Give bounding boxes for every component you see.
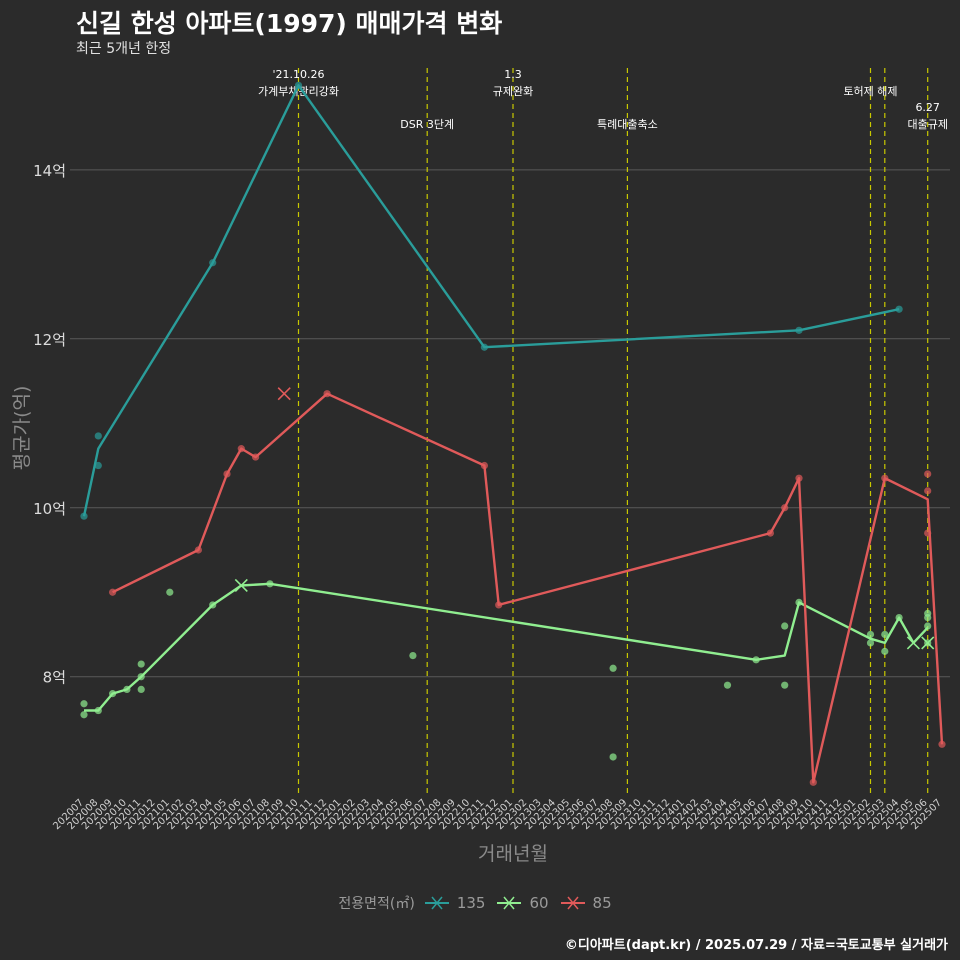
legend-swatch-60 bbox=[497, 896, 522, 910]
series-60-point bbox=[609, 753, 617, 761]
event-annotation: 토허제 해제 bbox=[843, 84, 897, 98]
series-60-point bbox=[723, 681, 732, 689]
series-60-point bbox=[866, 630, 875, 639]
series-60-point bbox=[137, 660, 145, 668]
legend-label-135: 135 bbox=[456, 894, 486, 912]
x-axis-title: 거래년월 bbox=[478, 843, 548, 865]
legend-item-135[interactable]: 135 bbox=[423, 894, 486, 912]
series-60-cross-marker bbox=[234, 578, 248, 593]
event-annotation: DSR 3단계 bbox=[400, 118, 454, 131]
series-85-point bbox=[924, 470, 932, 478]
legend-label-60: 60 bbox=[529, 894, 549, 912]
series-60-point bbox=[881, 647, 889, 655]
series-85-line bbox=[112, 392, 944, 784]
y-tick-label: 12억 bbox=[33, 331, 66, 349]
series-135-point bbox=[80, 512, 88, 520]
y-tick-label: 8억 bbox=[43, 669, 66, 687]
series-85-point bbox=[924, 487, 932, 495]
event-annotation: 6.27 대출규제 bbox=[907, 101, 947, 131]
series-60-point bbox=[781, 622, 789, 630]
event-annotation: 1.3 규제완화 bbox=[493, 68, 533, 98]
y-axis-title: 평균가(억) bbox=[11, 386, 33, 471]
legend-item-85[interactable]: 85 bbox=[559, 894, 612, 912]
legend: 전용면적(㎡) 135 60 85 bbox=[0, 893, 960, 913]
legend-swatch-135 bbox=[424, 896, 449, 910]
y-tick-label: 10억 bbox=[33, 500, 66, 518]
series-60-point bbox=[866, 639, 875, 647]
legend-title: 전용면적(㎡) bbox=[338, 896, 415, 912]
series-60-line bbox=[84, 582, 929, 712]
series-60-point bbox=[609, 664, 617, 672]
legend-item-60[interactable]: 60 bbox=[495, 894, 549, 912]
series-85-cross-marker bbox=[277, 387, 291, 401]
series-60-point bbox=[166, 588, 174, 596]
series-60-point bbox=[80, 711, 88, 719]
series-60-point bbox=[409, 652, 417, 660]
series-60-point bbox=[924, 622, 932, 630]
series-60-point bbox=[924, 613, 932, 622]
legend-swatch-85 bbox=[560, 896, 585, 910]
series-85-point bbox=[938, 740, 946, 748]
chart-subtitle: 최근 5개년 한정 bbox=[76, 41, 172, 57]
series-60-point bbox=[781, 681, 789, 689]
series-60-cross-marker bbox=[921, 636, 935, 650]
series-135-point bbox=[94, 461, 102, 470]
series-60-point bbox=[80, 700, 88, 708]
series-135-point bbox=[94, 432, 102, 440]
legend-label-85: 85 bbox=[592, 894, 612, 912]
y-tick-label: 14억 bbox=[33, 162, 66, 180]
source-caption: ©디아파트(dapt.kr) / 2025.07.29 / 자료=국토교통부 실… bbox=[564, 938, 948, 953]
series-60-cross-marker bbox=[906, 636, 920, 650]
chart-title: 신길 한성 아파트(1997) 매매가격 변화 bbox=[76, 9, 503, 38]
event-annotation: 특례대출축소 bbox=[597, 118, 658, 131]
event-annotation: '21.10.26 가계부채관리강화 bbox=[258, 68, 339, 98]
series-60-point bbox=[137, 685, 145, 693]
series-60-point bbox=[881, 630, 889, 639]
series-135-line bbox=[82, 84, 900, 517]
